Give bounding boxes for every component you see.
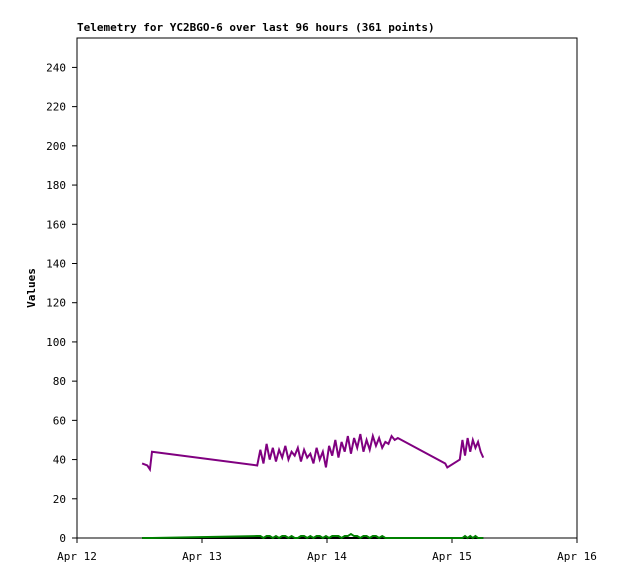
y-tick-label: 120 (46, 297, 66, 310)
x-tick-label: Apr 12 (57, 550, 97, 563)
chart-title: Telemetry for YC2BGO-6 over last 96 hour… (77, 21, 435, 34)
y-tick-label: 60 (53, 414, 66, 427)
y-tick-label: 20 (53, 493, 66, 506)
series-line (142, 532, 484, 540)
y-tick-label: 40 (53, 454, 66, 467)
series-line (141, 432, 485, 473)
x-tick-label: Apr 15 (432, 550, 472, 563)
y-tick-label: 140 (46, 257, 66, 270)
y-tick-label: 180 (46, 179, 66, 192)
y-tick-label: 240 (46, 61, 66, 74)
y-axis-label: Values (25, 268, 38, 308)
y-tick-label: 100 (46, 336, 66, 349)
y-tick-label: 200 (46, 140, 66, 153)
y-tick-label: 80 (53, 375, 66, 388)
y-tick-label: 220 (46, 101, 66, 114)
x-tick-label: Apr 13 (182, 550, 222, 563)
x-tick-label: Apr 14 (307, 550, 347, 563)
x-tick-label: Apr 16 (557, 550, 597, 563)
y-tick-label: 160 (46, 218, 66, 231)
y-tick-label: 0 (59, 532, 66, 545)
